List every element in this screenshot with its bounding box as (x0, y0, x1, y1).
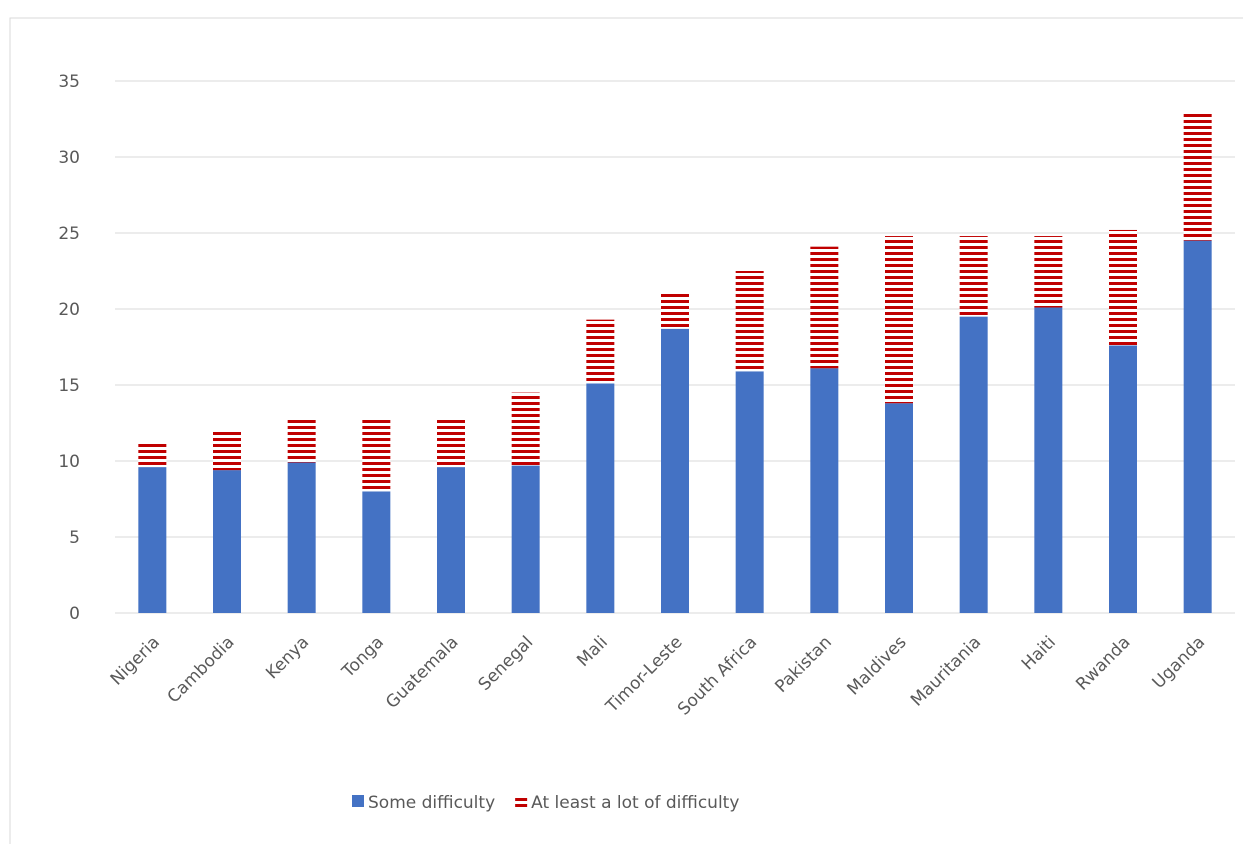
bar-segment (810, 368, 839, 613)
x-tick-label: Mauritania (907, 632, 985, 710)
x-tick-label: Guatemala (382, 632, 462, 712)
bar-segment (511, 392, 540, 466)
y-tick-label: 0 (69, 604, 80, 624)
bar-segment (287, 462, 316, 613)
x-tick-label: Haiti (1018, 632, 1060, 674)
bar-segment (362, 419, 391, 492)
x-tick-label: Kenya (262, 632, 313, 683)
bar-segment (661, 328, 689, 613)
x-tick-label: Nigeria (107, 632, 164, 689)
x-tick-label: Cambodia (164, 632, 239, 707)
bar-segment (885, 403, 913, 613)
bar-segment (213, 470, 241, 613)
bar-segment (1109, 345, 1137, 613)
bar-segment (437, 467, 465, 613)
bar-segment (735, 271, 764, 372)
x-tick-label: Pakistan (771, 632, 835, 696)
y-tick-label: 35 (58, 72, 80, 92)
x-tick-label: Rwanda (1072, 632, 1134, 694)
bar-segment (735, 371, 764, 613)
bar-segment (437, 418, 465, 468)
legend-marker (515, 795, 528, 807)
bar-segment (959, 316, 988, 613)
bar-segment (661, 293, 689, 329)
y-tick-label: 15 (58, 376, 80, 396)
legend-label: At least a lot of difficulty (531, 793, 739, 813)
bar-segment (287, 419, 316, 463)
bar-segment (586, 319, 615, 384)
bar-segment (1183, 112, 1212, 241)
y-tick-label: 25 (58, 224, 80, 244)
x-tick-label: Maldives (844, 632, 911, 699)
bar-segment (1183, 240, 1212, 613)
bar-segment (138, 442, 167, 468)
bar-segment (362, 491, 391, 613)
bar-segment (138, 467, 167, 613)
bar-segment (885, 236, 913, 404)
chart-border (9, 17, 1243, 848)
bar-segment (1109, 229, 1137, 346)
y-tick-label: 10 (58, 452, 80, 472)
bar-segment (810, 246, 839, 369)
bar-segment (213, 430, 241, 471)
x-tick-label: Mali (573, 632, 612, 671)
bar-segment (1034, 236, 1063, 308)
y-tick-label: 30 (58, 148, 80, 168)
legend-marker (352, 795, 364, 807)
y-tick-label: 20 (58, 300, 80, 320)
x-tick-label: Tonga (338, 632, 388, 682)
x-tick-label: South Africa (674, 632, 761, 719)
bar-segment (511, 465, 540, 613)
bar-segment (586, 383, 615, 613)
x-tick-label: Uganda (1149, 632, 1210, 693)
legend-label: Some difficulty (368, 793, 495, 813)
bar-segment (1034, 307, 1063, 613)
bar-segment (959, 236, 988, 317)
x-tick-label: Senegal (475, 632, 538, 695)
y-tick-label: 5 (69, 528, 80, 548)
